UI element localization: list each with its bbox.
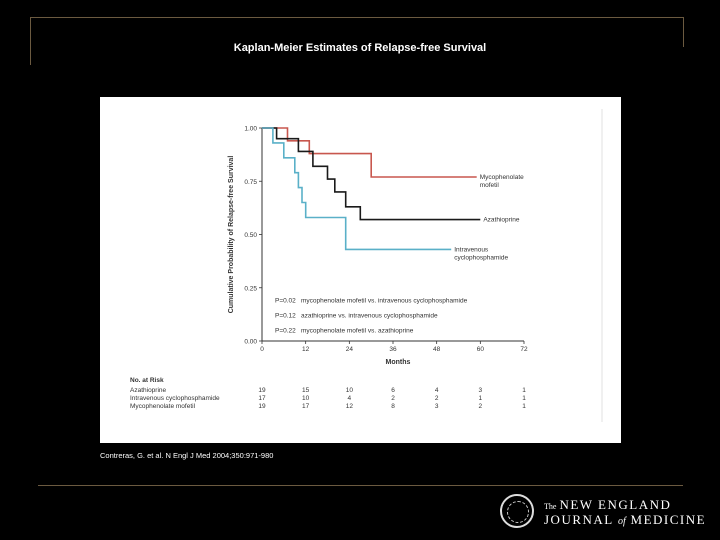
p-value-comparison: azathioprine vs. intravenous cyclophosph… xyxy=(301,312,438,319)
km-figure: 0.00 0.25 0.50 0.75 1.00 0 12 24 36 48 60 72 Months C… xyxy=(100,97,621,443)
x-tick-label: 36 xyxy=(389,346,397,353)
risk-table-cell: 1 xyxy=(522,403,526,410)
y-tick-label: 1.00 xyxy=(244,126,257,133)
risk-table-row-label: Intravenous cyclophosphamide xyxy=(130,395,220,402)
risk-table-cell: 10 xyxy=(346,387,354,394)
risk-table-cell: 17 xyxy=(302,403,310,410)
p-value: P=0.22 xyxy=(275,327,296,334)
series-label: Mycophenolate xyxy=(480,174,524,181)
y-tick-label: 0.50 xyxy=(244,232,257,239)
nejm-logo: The NEW ENGLAND JOURNAL of MEDICINE xyxy=(500,492,710,532)
risk-table-cell: 3 xyxy=(435,403,439,410)
x-tick-label: 72 xyxy=(520,346,528,353)
logo-line-1: The NEW ENGLAND xyxy=(544,497,672,512)
x-tick-label: 0 xyxy=(260,346,264,353)
risk-table-cell: 1 xyxy=(522,395,526,402)
risk-table-cell: 10 xyxy=(302,395,310,402)
km-chart: 0.000.250.500.751.000 12 24 36 48 60 72MonthsC… xyxy=(130,109,603,422)
risk-table-cell: 6 xyxy=(391,387,395,394)
x-tick-label: 24 xyxy=(346,346,354,353)
frame-top-line xyxy=(30,17,683,18)
series-label: mofetil xyxy=(480,182,500,189)
frame-right-line xyxy=(683,17,684,47)
risk-table-cell: 8 xyxy=(391,403,395,410)
risk-table-cell: 4 xyxy=(435,387,439,394)
risk-table-cell: 19 xyxy=(258,403,266,410)
series-label: cyclophosphamide xyxy=(454,254,508,261)
slide-title: Kaplan-Meier Estimates of Relapse-free S… xyxy=(233,42,487,54)
p-value: P=0.02 xyxy=(275,298,296,305)
risk-table-cell: 3 xyxy=(479,387,483,394)
citation: Contreras, G. et al. N Engl J Med 2004;3… xyxy=(100,451,274,460)
risk-table-cell: 1 xyxy=(522,387,526,394)
series-label: Azathioprine xyxy=(483,217,520,224)
risk-table-cell: 15 xyxy=(302,387,310,394)
x-tick-label: 48 xyxy=(433,346,441,353)
p-value: P=0.12 xyxy=(275,312,296,319)
p-value-comparison: mycophenolate mofetil vs. azathioprine xyxy=(301,327,414,334)
y-tick-label: 0.25 xyxy=(244,285,257,292)
series-line-mycophenolate-mofetil xyxy=(262,127,477,178)
series-label: Intravenous xyxy=(454,246,489,253)
risk-table-cell: 12 xyxy=(346,403,354,410)
risk-table-cell: 2 xyxy=(479,403,483,410)
risk-table-cell: 19 xyxy=(258,387,266,394)
frame-left-line xyxy=(30,17,31,65)
x-tick-label: 60 xyxy=(477,346,485,353)
risk-table-row-label: Azathioprine xyxy=(130,387,167,394)
risk-table-cell: 2 xyxy=(435,395,439,402)
risk-table-cell: 1 xyxy=(479,395,483,402)
x-tick-label: 12 xyxy=(302,346,310,353)
risk-table-cell: 17 xyxy=(258,395,266,402)
logo-line-2: JOURNAL of MEDICINE xyxy=(544,512,707,527)
risk-table-row-label: Mycophenolate mofetil xyxy=(130,403,196,410)
risk-table-cell: 4 xyxy=(348,395,352,402)
risk-table-title: No. at Risk xyxy=(130,377,164,384)
y-tick-label: 0.00 xyxy=(244,339,257,346)
nejm-seal-icon xyxy=(500,494,534,528)
p-value-comparison: mycophenolate mofetil vs. intravenous cy… xyxy=(301,298,468,305)
y-tick-label: 0.75 xyxy=(244,179,257,186)
series-line-intravenous-cyclophosphamide xyxy=(262,127,452,251)
frame-bottom-line xyxy=(38,485,683,486)
x-axis-title: Months xyxy=(386,359,411,366)
series-line-azathioprine xyxy=(262,127,481,221)
risk-table-cell: 2 xyxy=(391,395,395,402)
y-axis-title: Cumulative Probability of Relapse-free S… xyxy=(228,156,235,314)
